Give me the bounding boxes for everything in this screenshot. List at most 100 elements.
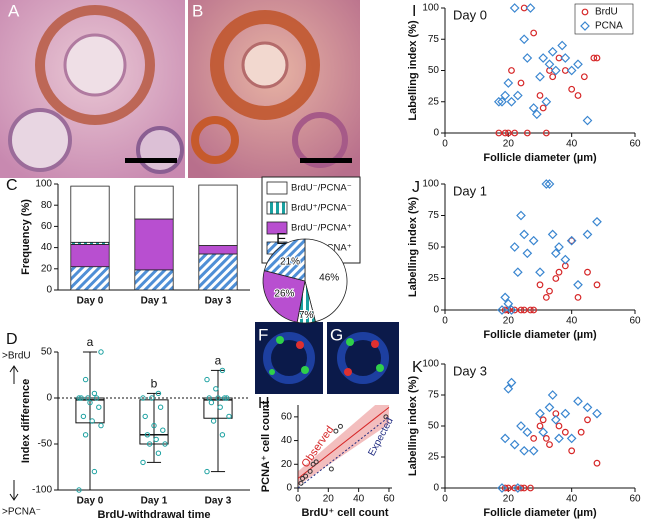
y-tick-label: 80 [41, 200, 53, 211]
panel-label: E [276, 231, 287, 248]
point [76, 487, 82, 493]
point [219, 367, 226, 374]
x-tick-label: 60 [629, 139, 641, 150]
y-tick-label: 0 [46, 285, 52, 296]
point [226, 413, 232, 420]
panel-label: K [412, 359, 423, 376]
chart-title: Day 3 [453, 363, 487, 378]
point [544, 402, 555, 413]
slice-label: 46% [319, 273, 339, 284]
point [153, 436, 159, 443]
point [544, 59, 555, 70]
point [307, 468, 313, 474]
point [204, 468, 210, 475]
panel-label: B [192, 1, 203, 20]
y-tick-label: 40 [41, 242, 53, 253]
y-tick-label: 100 [35, 179, 52, 190]
point [493, 96, 504, 107]
fit-line [298, 416, 390, 488]
point [574, 294, 582, 301]
point [140, 395, 146, 401]
slice-label: 7% [299, 310, 314, 321]
point [337, 423, 343, 429]
panel-label: D [6, 331, 18, 348]
legend-label: BrdU⁻/PCNA⁻ [291, 183, 352, 194]
point [535, 408, 545, 419]
point [217, 404, 223, 410]
y-axis-label: PCNA⁺ cell count [260, 400, 272, 492]
y-tick-label: 0 [433, 128, 439, 139]
point [155, 390, 162, 397]
x-tick-label: 60 [629, 494, 641, 505]
y-tick-label: 75 [428, 390, 440, 401]
point [516, 210, 526, 221]
x-tick-label: 40 [353, 494, 365, 505]
point [528, 235, 539, 246]
y-axis-label: Labelling index (%) [407, 197, 419, 298]
point [298, 480, 304, 486]
point [573, 279, 583, 290]
point [536, 281, 544, 289]
point [520, 306, 528, 314]
y-tick-label: 75 [428, 34, 440, 45]
point [593, 281, 601, 289]
point [549, 73, 557, 81]
point [580, 73, 588, 81]
y-tick-label: 50 [428, 65, 440, 76]
point [535, 71, 545, 82]
point [501, 129, 509, 137]
point [500, 433, 511, 444]
bar-segment [198, 245, 238, 255]
legend-swatch [266, 201, 288, 215]
x-tick-label: 40 [566, 139, 578, 150]
x-tick-label: 40 [566, 316, 578, 327]
point [517, 306, 525, 314]
point [527, 306, 534, 314]
point [544, 179, 555, 189]
point [208, 399, 215, 406]
slice-label: 21% [280, 256, 300, 267]
legend-label: BrdU [595, 7, 618, 18]
x-tick-label: 20 [503, 139, 515, 150]
point [584, 268, 591, 276]
y-tick-label: 50 [41, 347, 53, 358]
panel-label: A [8, 1, 20, 20]
point [503, 298, 514, 309]
point [512, 90, 523, 101]
x-tick-label: Day 3 [205, 496, 232, 507]
point [512, 483, 523, 493]
y-axis-label: Labelling index (%) [407, 20, 419, 121]
slice-label: 26% [274, 289, 294, 300]
group-label: a [215, 354, 222, 368]
point [552, 275, 560, 282]
point [566, 235, 577, 246]
point [215, 395, 221, 401]
point [78, 395, 84, 401]
point [511, 306, 519, 314]
panel-label: I [412, 3, 416, 20]
point [541, 96, 552, 107]
y-tick-label: 100 [422, 179, 439, 190]
point [221, 395, 228, 401]
legend-label: PCNA [595, 21, 623, 32]
point [593, 459, 601, 467]
arrow [9, 365, 19, 384]
point [310, 461, 316, 467]
point [519, 34, 530, 45]
point [550, 248, 561, 259]
x-tick-label: Day 1 [141, 496, 168, 507]
group-label: a [87, 335, 94, 349]
point [500, 90, 511, 101]
point [584, 416, 591, 424]
point [82, 376, 89, 383]
point [328, 466, 334, 472]
micrograph-f [255, 322, 323, 394]
point [542, 435, 550, 442]
point [592, 408, 602, 419]
box [139, 399, 169, 445]
point [82, 432, 89, 438]
point [530, 435, 538, 442]
pie-slice [262, 270, 306, 323]
y-tick-label: 20 [41, 263, 53, 274]
